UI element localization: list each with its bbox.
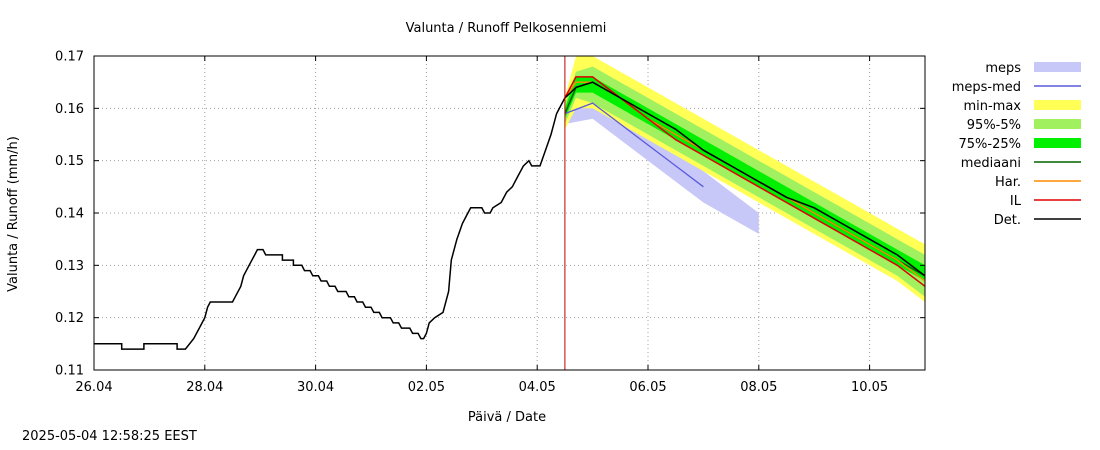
y-tick-label: 0.14 [55,207,84,222]
legend-label: 75%-25% [959,137,1021,152]
axis-ticks: 0.11 0.12 0.13 0.14 0.15 0.16 0.17 26.04 28.04 30… [55,50,925,395]
observed-det-line [94,97,566,350]
det-forecast-line [564,81,926,277]
legend-swatch [1034,138,1081,148]
legend-label: meps-med [952,80,1021,95]
x-tick-label: 08.05 [740,380,777,395]
x-tick-label: 28.04 [186,380,223,395]
series-lines [94,56,926,370]
legend-label: IL [1010,194,1022,209]
timestamp: 2025-05-04 12:58:25 EEST [22,429,197,444]
legend-label: Har. [995,175,1021,190]
x-tick-label: 02.05 [408,380,445,395]
y-tick-label: 0.11 [55,364,84,379]
y-tick-label: 0.12 [55,311,84,326]
meps-med-line [564,102,704,188]
legend-swatch [1034,62,1081,72]
legend-label: Det. [994,213,1021,228]
y-axis-label: Valunta / Runoff (mm/h) [6,136,21,292]
legend-label: meps [985,61,1021,76]
legend-swatch [1034,119,1081,129]
il-line [564,76,926,287]
x-tick-label: 04.05 [519,380,556,395]
y-tick-label: 0.17 [55,50,84,65]
legend-label: min-max [963,99,1021,114]
y-tick-label: 0.15 [55,154,84,169]
legend: meps meps-med min-max 95%-5% 75%-25% mediaani… [952,61,1081,228]
chart-title: Valunta / Runoff Pelkosenniemi [406,21,607,36]
x-tick-label: 26.04 [75,380,112,395]
x-tick-label: 30.04 [297,380,334,395]
meps-band [564,92,759,234]
x-tick-label: 10.05 [851,380,888,395]
y-tick-label: 0.13 [55,259,84,274]
legend-label: 95%-5% [967,118,1021,133]
y-tick-label: 0.16 [55,102,84,117]
x-axis-label: Päivä / Date [468,410,546,425]
legend-swatch [1034,100,1081,110]
x-tick-label: 06.05 [629,380,666,395]
legend-label: mediaani [961,156,1021,171]
